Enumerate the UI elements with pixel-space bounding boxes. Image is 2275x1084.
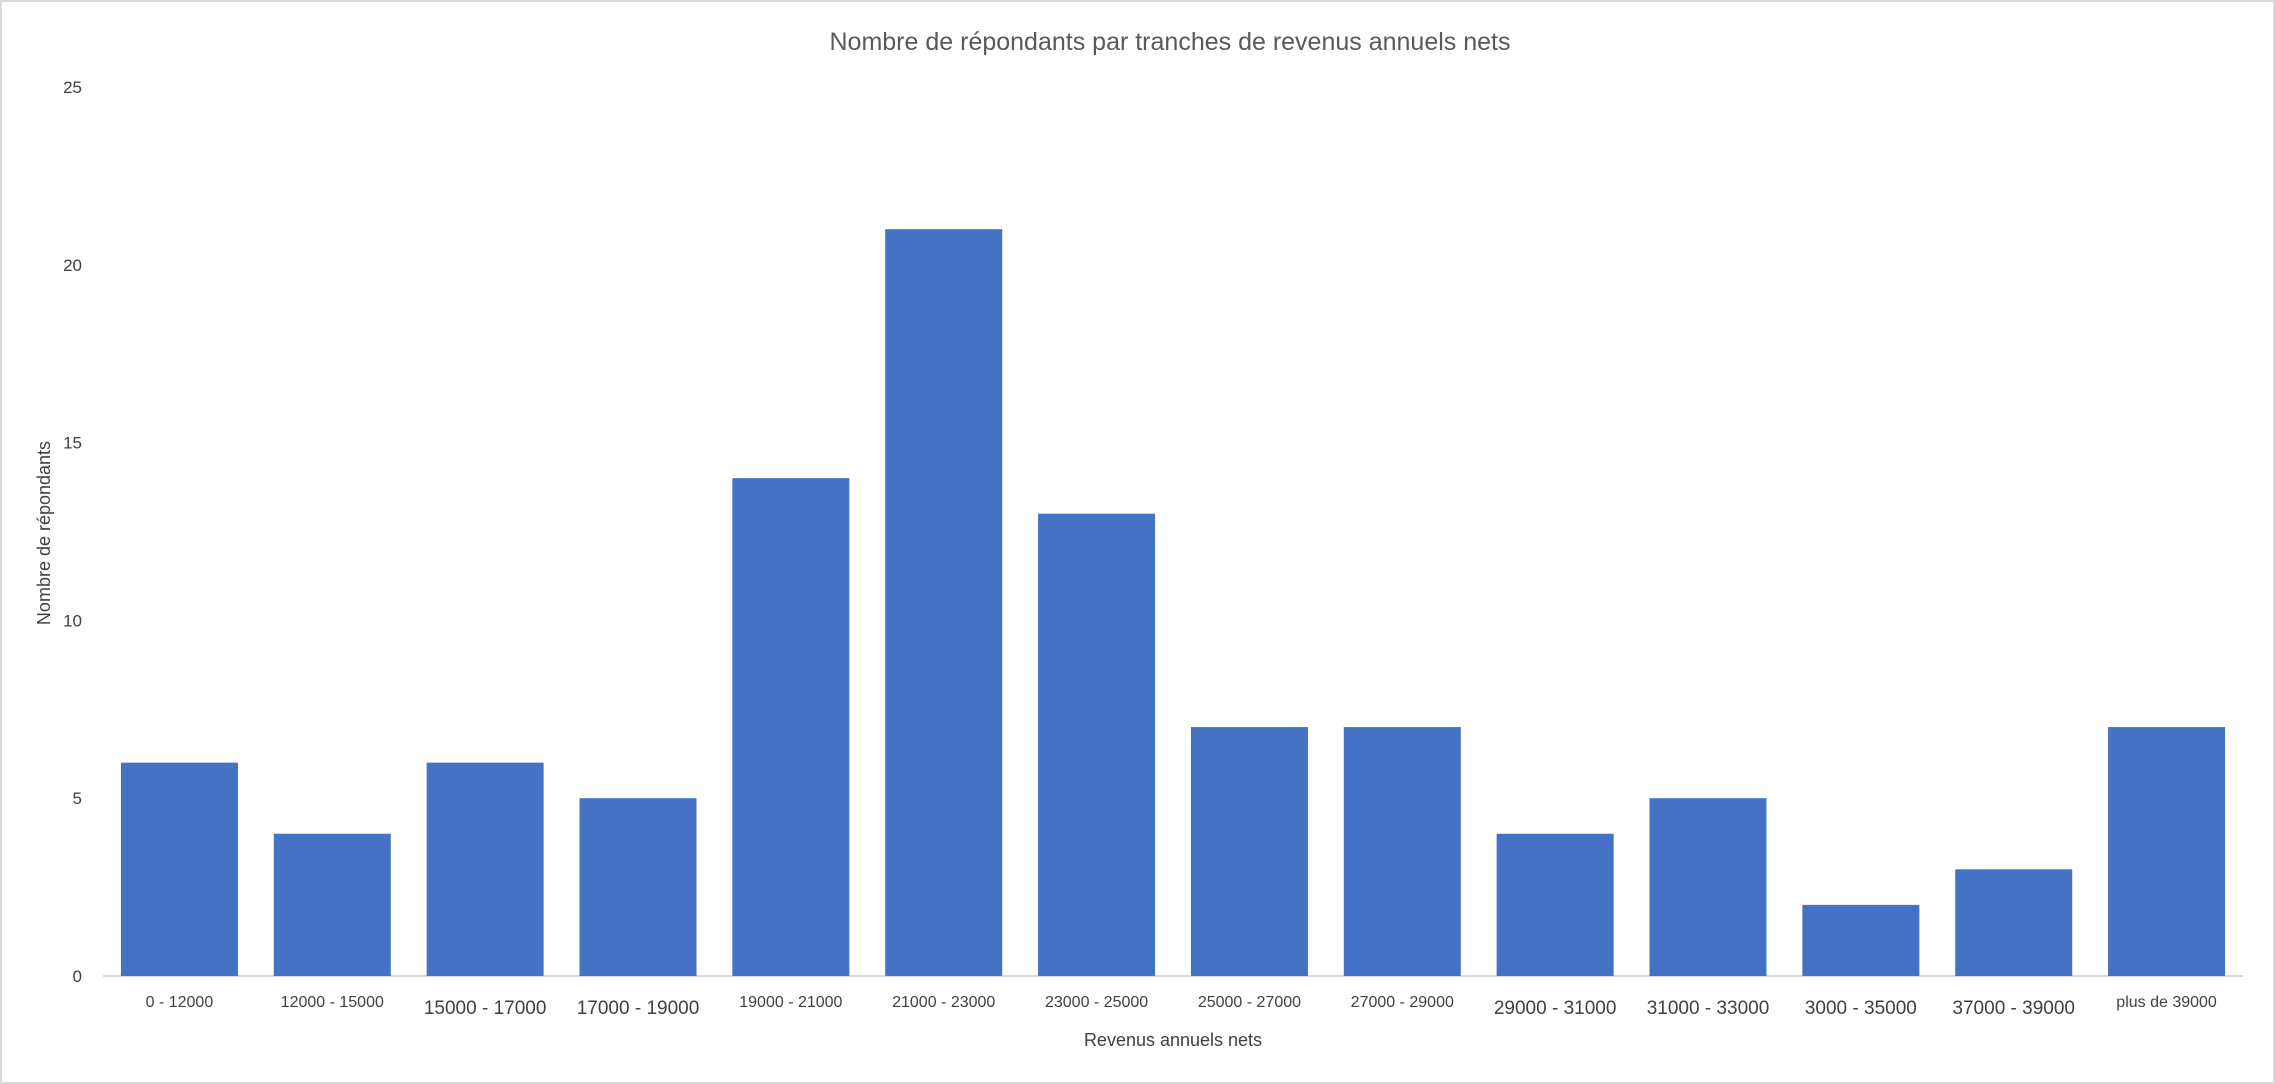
y-tick-label: 20: [63, 256, 82, 275]
x-axis-category-labels: 0 - 12000 12000 - 15000 15000 - 17000 17000…: [146, 994, 2217, 1019]
bar: [1038, 513, 1156, 976]
x-tick-label: 23000 - 25000: [1045, 994, 1148, 1011]
bar: [1496, 833, 1614, 976]
y-tick-label: 5: [73, 789, 82, 808]
bar: [732, 478, 850, 976]
x-tick-label: 31000 - 33000: [1647, 998, 1770, 1019]
x-tick-label: 3000 - 35000: [1805, 998, 1917, 1019]
x-tick-label: 29000 - 31000: [1494, 998, 1617, 1019]
x-tick-label: 17000 - 19000: [577, 998, 700, 1019]
y-axis-ticks: 0 5 10 15 20 25: [63, 78, 82, 986]
x-tick-label: 12000 - 15000: [281, 994, 384, 1011]
y-tick-label: 15: [63, 434, 82, 453]
bar: [120, 762, 238, 976]
x-axis-title: Revenus annuels nets: [1084, 1030, 1262, 1050]
y-tick-label: 10: [63, 611, 82, 630]
bar: [885, 229, 1003, 977]
x-tick-label: 27000 - 29000: [1351, 994, 1454, 1011]
chart-title: Nombre de répondants par tranches de rev…: [830, 28, 1511, 56]
bar: [426, 762, 544, 976]
x-tick-label: 0 - 12000: [146, 994, 214, 1011]
x-tick-label: 37000 - 39000: [1952, 998, 2075, 1019]
x-tick-label: 21000 - 23000: [892, 994, 995, 1011]
bar: [1649, 798, 1767, 976]
bar: [1343, 727, 1461, 976]
bars: [120, 229, 2226, 977]
x-tick-label: 25000 - 27000: [1198, 994, 1301, 1011]
bar: [273, 833, 391, 976]
x-tick-label: 19000 - 21000: [739, 994, 842, 1011]
bar: [1802, 904, 1920, 976]
x-tick-label: plus de 39000: [2116, 994, 2217, 1011]
x-tick-label: 15000 - 17000: [424, 998, 547, 1019]
y-tick-label: 0: [73, 967, 82, 986]
y-tick-label: 25: [63, 78, 82, 97]
bar: [2108, 727, 2226, 976]
bar: [579, 798, 697, 976]
bar: [1190, 727, 1308, 976]
y-axis-title: Nombre de répondants: [34, 441, 54, 625]
bar: [1955, 869, 2073, 976]
